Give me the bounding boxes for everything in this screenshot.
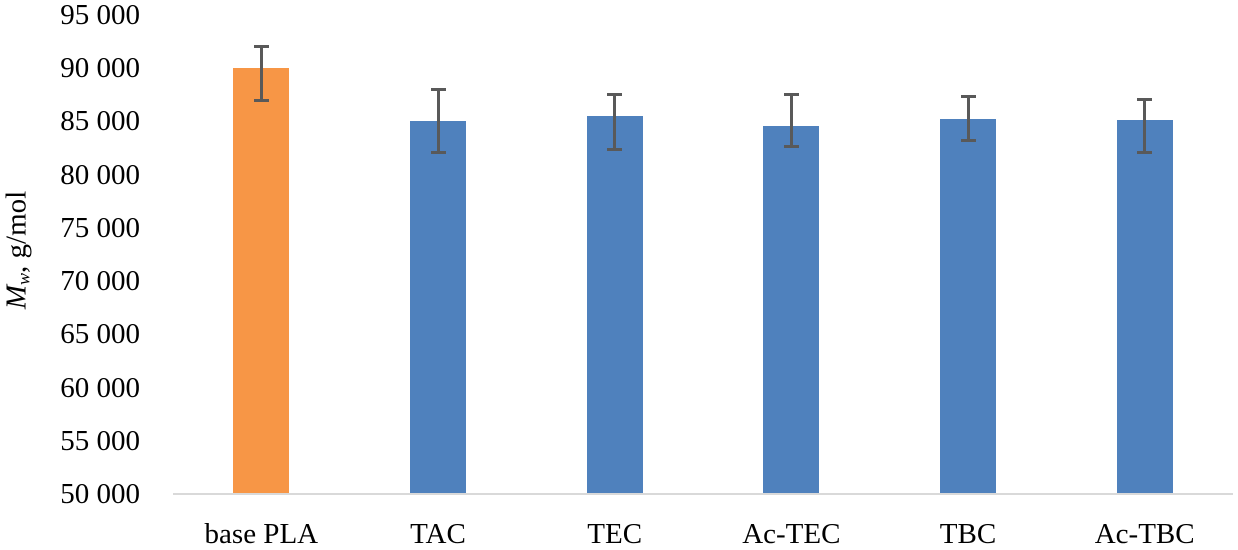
y-axis-label: Mw, g/mol <box>0 190 39 310</box>
error-bar <box>1143 99 1147 153</box>
error-bar-cap <box>960 139 976 143</box>
error-bar-cap <box>253 98 269 102</box>
error-bar-cap <box>253 45 269 49</box>
bar-tec <box>586 116 643 494</box>
error-bar-cap <box>1137 150 1153 154</box>
x-tick-label: TEC <box>587 518 643 550</box>
bar-ac-tec <box>763 125 820 494</box>
error-bar <box>966 96 970 141</box>
error-bar <box>613 94 617 150</box>
error-bar <box>789 94 793 147</box>
y-tick-label: 90 000 <box>60 52 140 85</box>
error-bar-cap <box>1137 97 1153 101</box>
error-bar <box>436 89 440 153</box>
x-tick-label: Ac-TEC <box>742 518 841 550</box>
y-tick-label: 80 000 <box>60 158 140 191</box>
error-bar-cap <box>607 147 623 151</box>
y-tick-label: 55 000 <box>60 424 140 457</box>
bar-base-pla <box>233 68 290 494</box>
bar-tac <box>410 121 466 494</box>
bar-ac-tbc <box>1116 120 1173 494</box>
y-tick-label: 95 000 <box>60 0 140 31</box>
y-tick-label: 75 000 <box>60 211 140 244</box>
error-bar-cap <box>430 88 446 91</box>
y-tick-label: 70 000 <box>60 265 140 298</box>
error-bar-cap <box>430 150 446 154</box>
error-bar-cap <box>607 93 623 97</box>
y-tick-label: 65 000 <box>60 318 140 351</box>
error-bar <box>259 46 263 101</box>
y-axis-symbol: M <box>0 285 33 310</box>
error-bar-cap <box>783 145 799 149</box>
y-tick-label: 60 000 <box>60 371 140 404</box>
x-tick-label: TBC <box>939 518 997 550</box>
x-tick-label: TAC <box>410 518 466 550</box>
x-axis-line <box>173 493 1233 495</box>
error-bar-cap <box>783 93 799 97</box>
error-bar-cap <box>960 95 976 99</box>
bar-tbc <box>940 119 996 494</box>
y-tick-label: 85 000 <box>60 105 140 138</box>
y-axis-unit: , g/mol <box>0 190 33 273</box>
x-tick-label: Ac-TBC <box>1094 518 1195 550</box>
y-tick-label: 50 000 <box>60 478 140 510</box>
y-axis-subscript: w <box>13 272 34 286</box>
x-tick-label: base PLA <box>204 518 319 550</box>
